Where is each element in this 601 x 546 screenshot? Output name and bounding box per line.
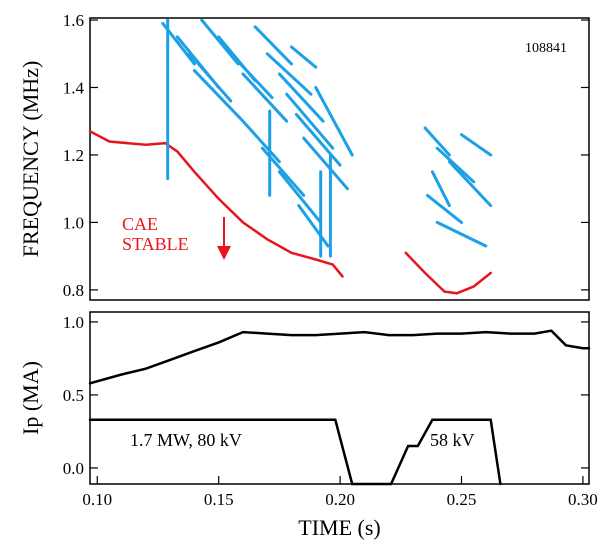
y-tick-label: 0.0 [63,459,84,478]
x-tick-label: 0.30 [568,490,598,509]
annotation: STABLE [122,234,189,254]
y-tick-label: 1.4 [63,78,85,97]
y-axis-label: Ip (MA) [18,361,43,435]
series-line [161,18,493,258]
annotation: CAE [122,214,158,234]
y-tick-label: 1.2 [63,146,84,165]
y-tick-label: 0.5 [63,386,84,405]
y-axis-label: FREQUENCY (MHz) [18,61,43,258]
y-tick-label: 1.0 [63,313,84,332]
y-tick-label: 0.8 [63,281,84,300]
plot-frame [89,311,590,485]
x-tick-label: 0.20 [325,490,355,509]
x-axis-label: TIME (s) [298,515,380,540]
annotation: 58 kV [430,430,475,450]
y-tick-label: 1.6 [63,11,84,30]
series-line [88,418,502,486]
annotation: 1.7 MW, 80 kV [130,430,242,450]
plot-frame [89,17,590,301]
arrow-head [217,246,231,260]
x-tick-label: 0.10 [82,490,112,509]
series-line [88,130,492,295]
y-tick-label: 1.0 [63,213,84,232]
series-line [88,329,591,385]
x-tick-label: 0.25 [447,490,477,509]
x-tick-label: 0.15 [204,490,234,509]
shot-number: 108841 [525,41,567,56]
